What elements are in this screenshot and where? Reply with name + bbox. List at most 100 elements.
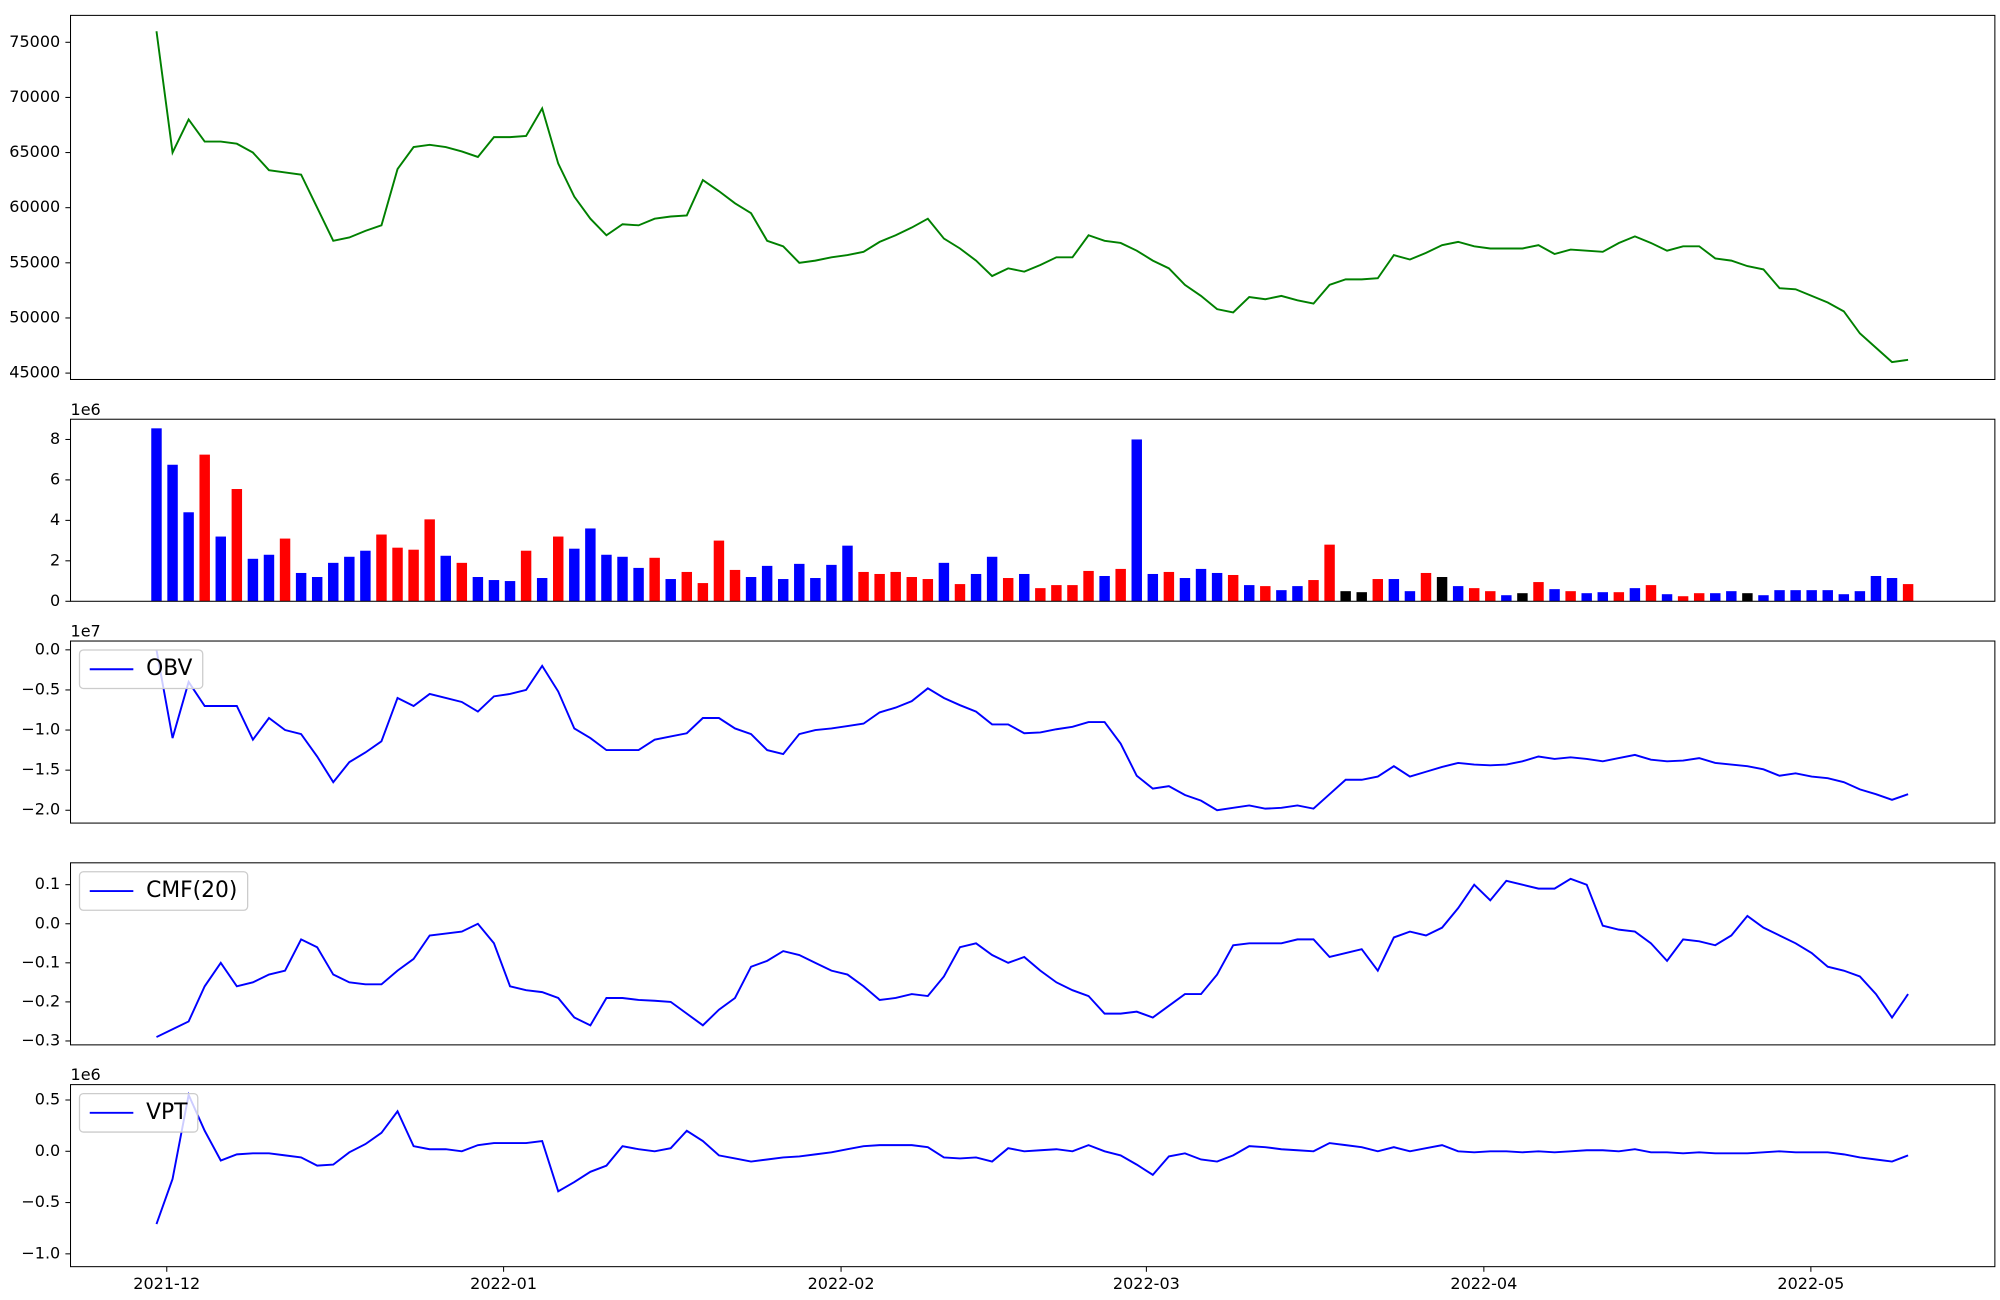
bar (922, 579, 934, 602)
y-tick-label: 60000 (9, 197, 60, 216)
bar (1211, 572, 1223, 602)
line (155, 1091, 1909, 1225)
y-tick-label: 0.5 (35, 1090, 60, 1109)
bar (1002, 578, 1014, 602)
y-tick-label: 0.1 (35, 874, 60, 893)
x-tick-label: 2022-04 (1450, 1274, 1517, 1293)
y-tick-label: 2 (50, 550, 60, 569)
legend: VPT (78, 1092, 199, 1133)
bar (1420, 572, 1432, 602)
bar (697, 583, 709, 602)
y-tick-label: −0.2 (21, 991, 60, 1010)
bar (761, 565, 773, 602)
bar (424, 519, 435, 602)
legend: OBV (78, 649, 204, 690)
legend-label: VPT (146, 1100, 188, 1125)
bar (1645, 585, 1657, 602)
bar (231, 489, 243, 602)
bar (777, 579, 789, 602)
bar (681, 571, 693, 602)
legend-box (78, 1092, 199, 1133)
bar (1388, 579, 1400, 602)
bar (472, 577, 484, 602)
bar (826, 564, 837, 602)
legend-label: CMF(20) (146, 878, 237, 903)
panel: −2.0 −1.5 −1.0 −0.5 0.0 1e7 OBV (21, 622, 1996, 824)
x-tick-label: 2022-05 (1777, 1274, 1844, 1293)
bar (745, 577, 757, 602)
y-tick-label: 0.0 (35, 1141, 60, 1160)
bar (1886, 578, 1898, 602)
bar (344, 556, 355, 602)
bar (1083, 570, 1094, 602)
bar (986, 556, 998, 602)
bar (1308, 580, 1319, 602)
bar (279, 538, 291, 602)
bar (842, 545, 853, 602)
bar (1019, 573, 1030, 602)
bar (167, 464, 178, 602)
legend-label: OBV (146, 656, 192, 681)
x-tick-label: 2021-12 (133, 1274, 200, 1293)
legend: CMF(20) (78, 871, 249, 911)
bar (601, 554, 612, 602)
bar (1195, 568, 1207, 602)
axes-frame (70, 862, 1996, 1046)
y-tick-label: −0.1 (21, 952, 60, 971)
bar (1436, 577, 1448, 602)
bar (1131, 439, 1142, 602)
x-tick-label: 2022-01 (470, 1274, 537, 1293)
y-tick-label: 75000 (9, 32, 60, 51)
bar (1838, 594, 1850, 602)
bar (1774, 590, 1785, 602)
bar (1790, 590, 1801, 602)
bar (1581, 593, 1592, 602)
panel: −0.3 −0.2 −0.1 0.0 0.1 CMF(20) (21, 862, 1996, 1049)
bar (954, 584, 966, 602)
bar (1517, 593, 1528, 602)
bar (1147, 573, 1159, 602)
x-tick-label: 2022-03 (1113, 1274, 1180, 1293)
bar (1549, 589, 1560, 602)
bar (1115, 568, 1126, 602)
axes-frame (70, 1084, 1996, 1268)
panel: 0 2 4 6 8 1e6 (50, 400, 1996, 610)
bar (713, 540, 725, 602)
axes-frame (70, 640, 1996, 824)
bar (794, 563, 805, 602)
y-offset-label: 1e6 (71, 400, 101, 419)
bar (1822, 590, 1833, 602)
bar (376, 534, 387, 602)
bar (1854, 591, 1866, 602)
y-offset-label: 1e7 (71, 622, 101, 641)
bar (215, 536, 226, 602)
bar (1051, 585, 1062, 602)
bar (1693, 593, 1705, 602)
bar (1244, 585, 1255, 602)
bar (1099, 575, 1110, 602)
bar (810, 578, 821, 602)
y-tick-label: 6 (50, 469, 60, 488)
bar (906, 577, 917, 602)
legend-box (78, 649, 204, 690)
bar (1276, 590, 1287, 602)
bar (536, 578, 548, 602)
bar (633, 567, 644, 602)
bar (1179, 578, 1191, 602)
bar (665, 579, 676, 602)
bar (1710, 593, 1721, 602)
bar (311, 577, 323, 602)
bar (295, 572, 307, 602)
bar (1067, 585, 1078, 602)
bar (151, 428, 162, 602)
y-tick-label: −1.0 (21, 1243, 60, 1262)
y-tick-label: 0.0 (35, 913, 60, 932)
bar (729, 569, 741, 602)
bar (1356, 592, 1367, 602)
bar (1324, 544, 1335, 602)
bar (1260, 586, 1271, 602)
y-tick-label: 8 (50, 429, 60, 448)
bar (1806, 590, 1817, 602)
